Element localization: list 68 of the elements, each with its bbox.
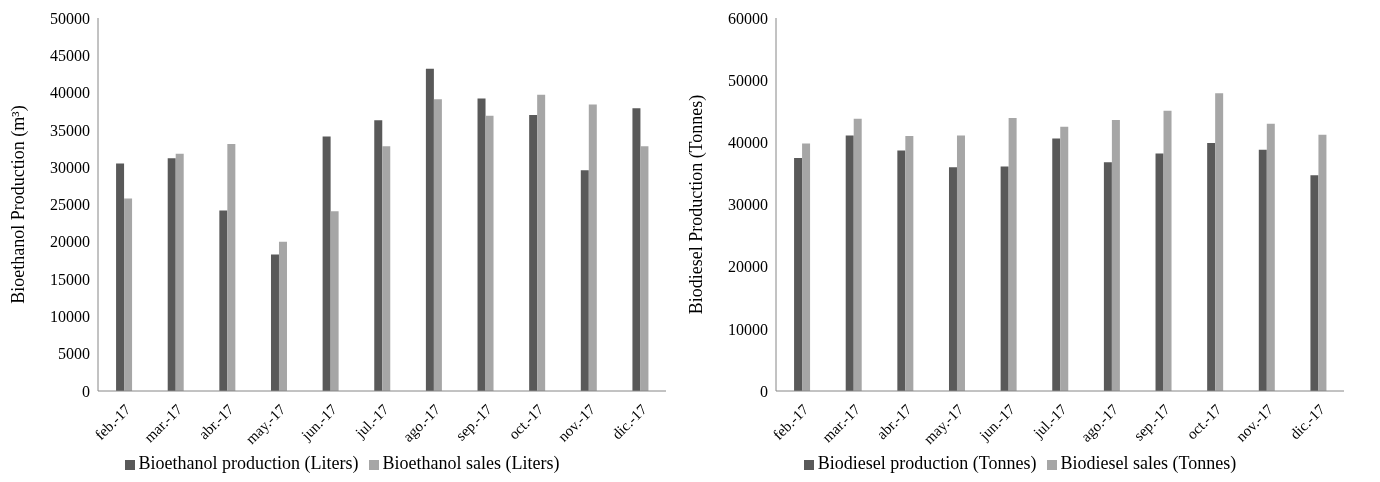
bar <box>1163 110 1172 391</box>
bar <box>1155 153 1164 391</box>
bar <box>1310 175 1319 391</box>
bar <box>1008 118 1017 391</box>
bar <box>1000 166 1009 391</box>
bar <box>897 150 906 391</box>
bar <box>632 108 641 391</box>
bar <box>270 254 279 391</box>
y-tick-label: 5000 <box>58 345 90 363</box>
bar <box>1207 142 1216 391</box>
y-tick-label: 30000 <box>50 158 90 176</box>
bar <box>374 120 383 391</box>
y-tick-label: 0 <box>760 382 768 400</box>
y-tick-label: 45000 <box>50 46 90 64</box>
legend-label: Biodiesel sales (Tonnes) <box>1060 453 1237 473</box>
legend-label: Bioethanol production (Liters) <box>138 453 359 473</box>
bar <box>1318 134 1327 391</box>
bar <box>794 157 803 391</box>
y-tick-label: 50000 <box>50 9 90 27</box>
y-tick-label: 40000 <box>728 134 768 152</box>
bar <box>1258 149 1267 391</box>
bar <box>477 98 486 391</box>
bar <box>1266 123 1275 391</box>
y-tick-label: 10000 <box>728 320 768 338</box>
bar <box>322 136 331 391</box>
bar <box>330 211 339 391</box>
bar <box>382 146 391 391</box>
y-axis-title: Biodiesel Production (Tonnes) <box>686 94 708 315</box>
bar <box>948 167 957 391</box>
bar <box>905 136 914 391</box>
bar <box>425 68 434 391</box>
y-tick-label: 0 <box>82 382 90 400</box>
bar <box>278 241 287 391</box>
y-tick-label: 10000 <box>50 308 90 326</box>
bar <box>1215 93 1224 391</box>
bar <box>433 99 442 391</box>
bar <box>537 94 546 391</box>
bar <box>853 118 862 391</box>
bar <box>529 114 538 391</box>
bar <box>167 158 176 391</box>
y-tick-label: 20000 <box>50 233 90 251</box>
bar <box>588 104 597 391</box>
legend-label: Bioethanol sales (Liters) <box>382 453 560 473</box>
y-tick-label: 40000 <box>50 84 90 102</box>
y-tick-label: 30000 <box>728 196 768 214</box>
y-tick-label: 35000 <box>50 121 90 139</box>
bar <box>116 163 125 391</box>
bar <box>219 210 228 391</box>
bar <box>580 170 589 391</box>
bar <box>175 153 184 391</box>
y-tick-label: 20000 <box>728 258 768 276</box>
bar <box>485 115 494 391</box>
y-tick-label: 50000 <box>728 71 768 89</box>
bar <box>1111 119 1120 391</box>
bar <box>640 146 649 391</box>
y-tick-label: 60000 <box>728 9 768 27</box>
bar <box>1103 162 1112 391</box>
bar <box>1052 138 1061 391</box>
bar <box>124 198 133 391</box>
bar <box>802 143 811 391</box>
bar <box>227 144 236 391</box>
y-tick-label: 15000 <box>50 270 90 288</box>
bar <box>1060 126 1069 391</box>
bar <box>845 135 854 391</box>
y-tick-label: 25000 <box>50 196 90 214</box>
y-axis-title: Bioethanol Production (m³) <box>8 105 30 304</box>
legend-label: Biodiesel production (Tonnes) <box>817 453 1037 473</box>
bar <box>956 135 965 391</box>
